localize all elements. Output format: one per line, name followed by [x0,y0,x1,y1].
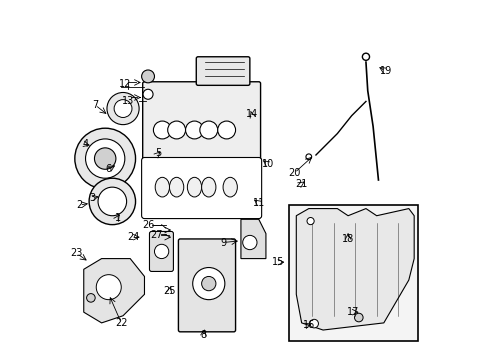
Text: 19: 19 [379,66,391,76]
Ellipse shape [155,177,169,197]
Circle shape [362,53,369,60]
Text: 8: 8 [200,330,206,341]
FancyBboxPatch shape [142,82,260,164]
Text: 7: 7 [92,100,98,110]
Circle shape [242,235,257,249]
Text: 16: 16 [302,320,314,330]
Circle shape [309,319,318,328]
Circle shape [86,294,95,302]
FancyBboxPatch shape [149,231,173,271]
Circle shape [217,121,235,139]
Text: 2: 2 [76,200,82,210]
Text: 11: 11 [252,198,264,208]
Text: 4: 4 [82,139,88,149]
Circle shape [75,128,135,189]
Circle shape [89,178,135,225]
Polygon shape [241,219,265,258]
Circle shape [192,267,224,300]
Text: 20: 20 [288,168,300,178]
Text: 23: 23 [70,248,82,258]
Text: 21: 21 [295,179,307,189]
Circle shape [98,187,126,216]
FancyBboxPatch shape [142,157,261,219]
Text: 15: 15 [272,257,284,267]
Text: 25: 25 [163,286,175,296]
Circle shape [167,121,185,139]
Text: 10: 10 [261,159,273,169]
Circle shape [85,139,124,178]
Text: 1: 1 [114,212,121,222]
Polygon shape [296,208,413,330]
Circle shape [305,154,311,159]
Circle shape [107,93,139,125]
Text: 12: 12 [119,78,131,89]
FancyBboxPatch shape [178,239,235,332]
Text: 3: 3 [89,193,96,203]
Circle shape [354,313,363,322]
FancyBboxPatch shape [196,57,249,85]
Text: 13: 13 [122,96,134,107]
Circle shape [185,121,203,139]
Text: 18: 18 [341,234,353,244]
Polygon shape [83,258,144,323]
Text: 14: 14 [245,109,257,119]
Text: 6: 6 [105,164,112,174]
Circle shape [94,148,116,169]
Text: 26: 26 [142,220,154,230]
Circle shape [201,276,216,291]
Circle shape [143,89,153,99]
Circle shape [200,121,217,139]
Text: 24: 24 [127,232,140,242]
Circle shape [306,217,313,225]
Ellipse shape [223,177,237,197]
Circle shape [154,244,168,258]
Text: 5: 5 [155,148,162,158]
Circle shape [142,70,154,83]
Ellipse shape [169,177,183,197]
Ellipse shape [187,177,201,197]
Circle shape [114,100,132,117]
Text: 27: 27 [150,230,163,240]
Ellipse shape [201,177,216,197]
Bar [288,205,417,341]
Circle shape [96,275,121,300]
Circle shape [153,121,171,139]
Text: 22: 22 [115,318,127,328]
Text: 9: 9 [220,238,225,248]
Text: 17: 17 [346,307,359,317]
